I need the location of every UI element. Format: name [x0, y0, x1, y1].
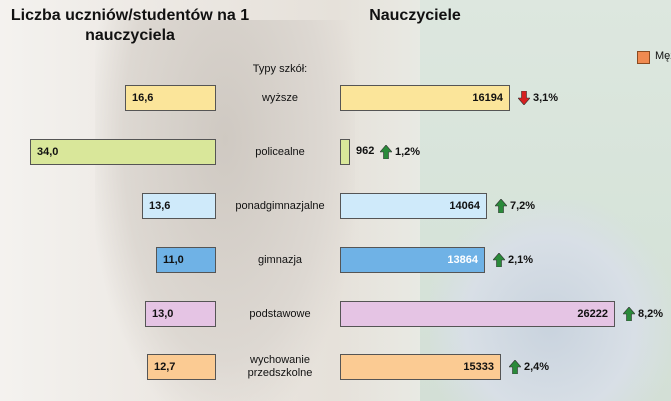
category-label: ponadgimnazjalne [235, 199, 325, 212]
category-label: gimnazja [257, 253, 303, 266]
arrow-up-icon [509, 360, 521, 374]
background-teacher-figure [95, 20, 355, 401]
teachers-bar: 14064 [340, 193, 487, 219]
arrow-up-icon [380, 145, 392, 159]
teachers-bar: 13864 [340, 247, 485, 273]
teachers-value: 16194 [472, 92, 503, 104]
change-value: 2,4% [524, 361, 550, 373]
teachers-bar [340, 139, 350, 165]
arrow-up-icon [495, 199, 507, 213]
teachers-value: 962 [356, 145, 375, 157]
students-per-teacher-bar: 16,6 [125, 85, 216, 111]
category-label: policealne [255, 145, 305, 158]
change-indicator: 2,4% [509, 360, 549, 374]
students-per-teacher-bar: 13,0 [145, 301, 216, 327]
right-chart-title: Nauczyciele [369, 7, 461, 24]
arrow-up-icon [623, 307, 635, 321]
change-indicator: 3,1% [518, 91, 558, 105]
students-per-teacher-value: 13,0 [152, 308, 174, 320]
change-indicator: 2,1% [493, 253, 533, 267]
teachers-bar: 26222 [340, 301, 615, 327]
change-indicator: 8,2% [623, 307, 663, 321]
change-value: 1,2% [395, 146, 421, 158]
change-value: 7,2% [510, 200, 536, 212]
change-value: 8,2% [638, 308, 664, 320]
change-value: 2,1% [508, 254, 534, 266]
teachers-value: 26222 [577, 308, 608, 320]
arrow-down-icon [518, 91, 530, 105]
legend-label: Męż [655, 50, 671, 62]
students-per-teacher-value: 13,6 [149, 200, 171, 212]
teachers-bar: 15333 [340, 354, 501, 380]
category-label: wychowanie przedszkolne [247, 354, 313, 379]
teachers-value: 13864 [447, 254, 478, 266]
left-chart-title: Liczba uczniów/studentów na 1 nauczyciel… [10, 7, 250, 44]
teachers-value: 15333 [463, 361, 494, 373]
students-per-teacher-bar: 13,6 [142, 193, 216, 219]
change-indicator: 7,2% [495, 199, 535, 213]
change-value: 3,1% [533, 92, 559, 104]
change-indicator: 1,2% [380, 145, 420, 159]
students-per-teacher-bar: 11,0 [156, 247, 216, 273]
legend-swatch [637, 51, 650, 64]
teachers-bar: 16194 [340, 85, 510, 111]
students-per-teacher-value: 12,7 [154, 361, 176, 373]
teachers-value: 14064 [449, 200, 480, 212]
category-header: Typy szkół: [252, 63, 308, 75]
students-per-teacher-value: 16,6 [132, 92, 154, 104]
students-per-teacher-value: 11,0 [163, 254, 184, 266]
students-per-teacher-bar: 12,7 [147, 354, 216, 380]
students-per-teacher-value: 34,0 [37, 146, 59, 158]
category-label: podstawowe [249, 307, 311, 320]
students-per-teacher-bar: 34,0 [30, 139, 216, 165]
arrow-up-icon [493, 253, 505, 267]
category-label: wyższe [261, 91, 299, 104]
